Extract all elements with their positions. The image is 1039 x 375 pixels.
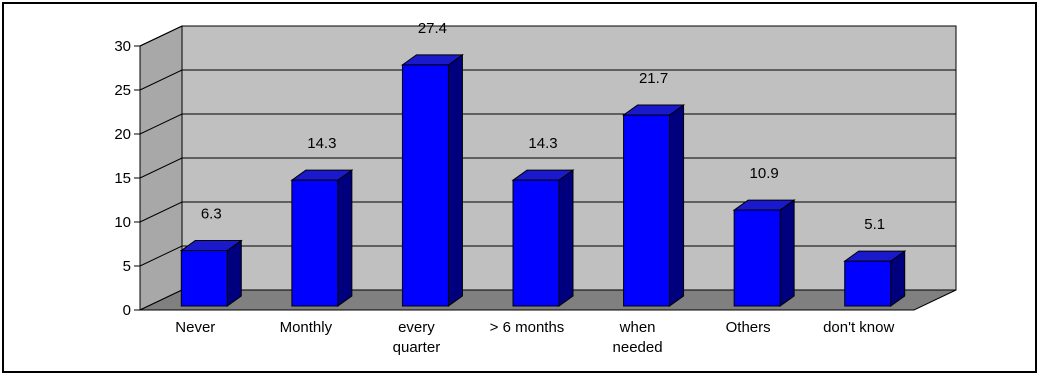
bar-side (779, 199, 795, 307)
data-label: 6.3 (201, 206, 222, 223)
data-label: 14.3 (528, 135, 557, 152)
gridline (139, 157, 956, 179)
bar-front (180, 250, 228, 307)
bar (732, 199, 796, 307)
bar-front (623, 114, 671, 307)
x-tick-label: when needed (613, 319, 663, 356)
bar (622, 104, 686, 307)
y-tick-label: 30 (114, 38, 131, 55)
bar (179, 239, 243, 307)
bar-side (669, 104, 685, 307)
y-tick-label: 25 (114, 82, 131, 99)
bar-front (844, 260, 892, 307)
x-tick-label: > 6 months (490, 319, 565, 336)
gridline (139, 25, 956, 47)
data-label: 14.3 (307, 135, 336, 152)
bar (400, 53, 464, 307)
gridline (139, 201, 956, 223)
y-tick-label: 0 (123, 302, 131, 319)
bar-side (226, 239, 242, 307)
x-tick-label: Others (726, 319, 771, 336)
bar-side (558, 169, 574, 307)
y-tick-label: 5 (123, 258, 131, 275)
x-tick-label: Monthly (280, 319, 333, 336)
bar (843, 250, 907, 307)
data-label: 10.9 (750, 165, 779, 182)
bar-front (512, 179, 560, 307)
bar-side (337, 169, 353, 307)
bar (511, 169, 575, 307)
gridline (139, 113, 956, 135)
bar (290, 169, 354, 307)
y-tick-label: 15 (114, 170, 131, 187)
data-label: 27.4 (418, 20, 447, 37)
y-tick-label: 20 (114, 126, 131, 143)
bar-front (401, 64, 449, 307)
data-label: 21.7 (639, 70, 668, 87)
gridline (139, 69, 956, 91)
bar-side (447, 53, 463, 307)
x-tick-label: Never (175, 319, 215, 336)
bar-front (733, 209, 781, 307)
bar-front (291, 179, 339, 307)
bar-chart: 0 5 10 15 20 25 30 6.3 Never 14.3 Monthly 27.4 ever… (114, 20, 957, 356)
gridline (139, 245, 956, 267)
data-label: 5.1 (864, 216, 885, 233)
y-tick-label: 10 (114, 214, 131, 231)
x-tick-label: every quarter (393, 319, 441, 356)
x-tick-label: don't know (823, 319, 894, 336)
